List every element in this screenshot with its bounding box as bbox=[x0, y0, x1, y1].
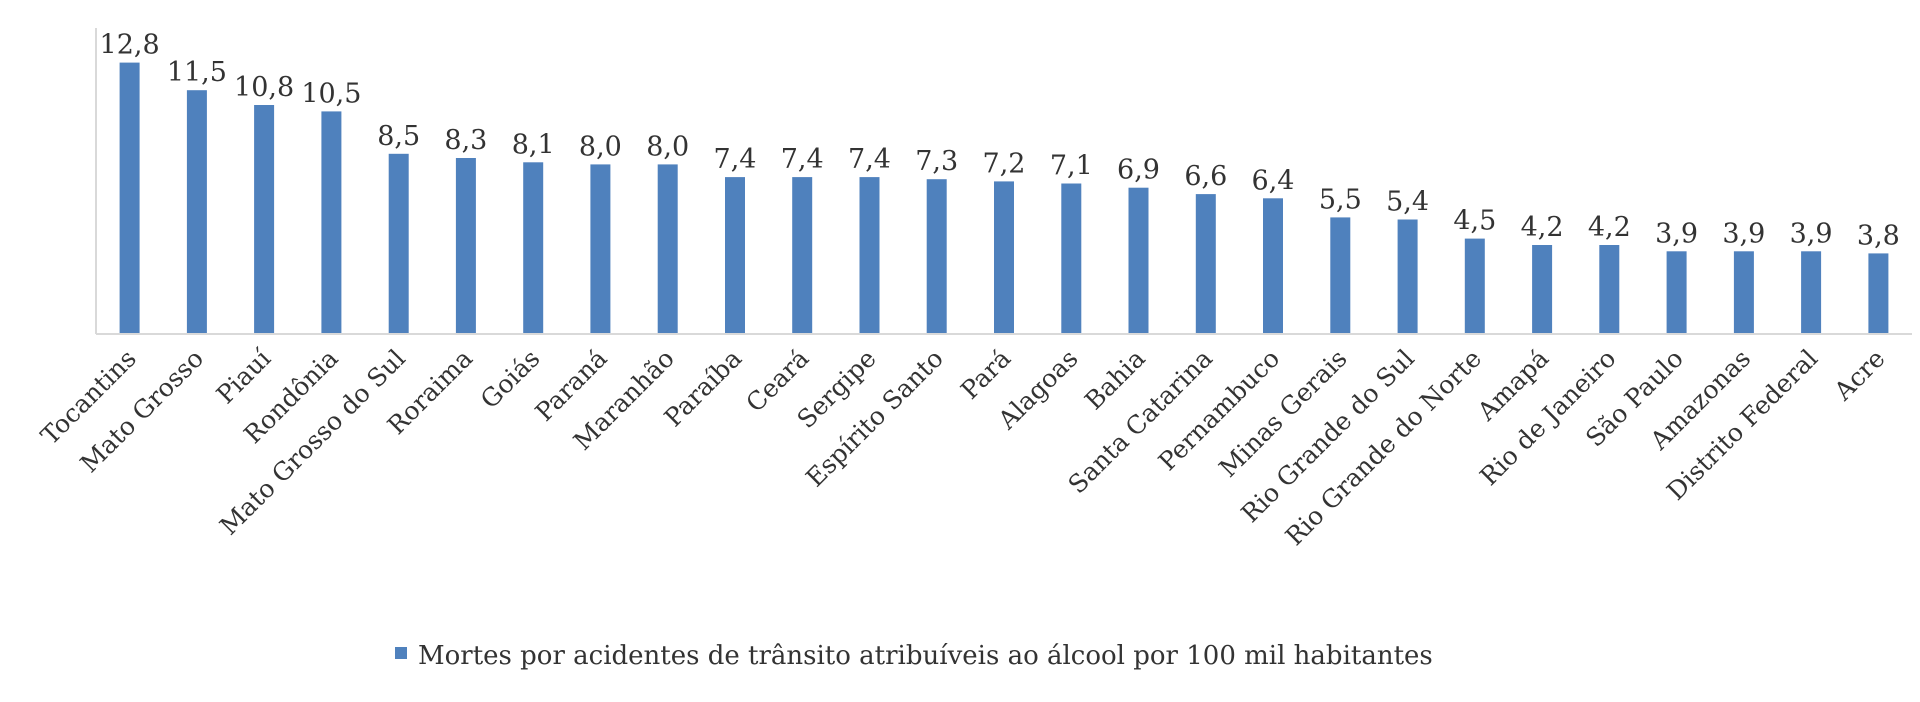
bar-14 bbox=[1061, 183, 1082, 334]
bar-15 bbox=[1128, 187, 1149, 334]
bar-2 bbox=[254, 105, 275, 334]
value-label-10: 7,4 bbox=[781, 144, 824, 175]
category-label-26: Acre bbox=[1828, 344, 1891, 407]
bar-17 bbox=[1263, 198, 1283, 334]
value-label-9: 7,4 bbox=[714, 144, 757, 175]
value-label-1: 11,5 bbox=[167, 57, 227, 88]
value-label-24: 3,9 bbox=[1722, 218, 1765, 249]
value-label-13: 7,2 bbox=[983, 148, 1026, 179]
value-label-15: 6,9 bbox=[1117, 155, 1160, 186]
value-label-0: 12,8 bbox=[100, 30, 160, 61]
legend-swatch bbox=[395, 647, 407, 659]
bar-19 bbox=[1397, 219, 1418, 334]
bar-25 bbox=[1801, 251, 1822, 334]
value-label-20: 4,5 bbox=[1453, 206, 1496, 237]
bar-11 bbox=[859, 177, 880, 334]
bar-21 bbox=[1532, 245, 1553, 334]
value-labels-layer: 12,811,5 10,8 10,5 8,5 8,3 8,1 8,0 8,0 7,4 7,4 7,4… bbox=[100, 30, 1900, 252]
bar-6 bbox=[523, 162, 544, 334]
value-label-23: 3,9 bbox=[1655, 218, 1698, 249]
bar-9 bbox=[725, 177, 745, 334]
value-label-12: 7,3 bbox=[915, 146, 958, 177]
category-label-13: Pará bbox=[955, 344, 1016, 405]
value-label-7: 8,0 bbox=[579, 131, 622, 162]
value-label-14: 7,1 bbox=[1050, 151, 1093, 182]
bar-26 bbox=[1868, 253, 1889, 334]
bar-23 bbox=[1666, 251, 1687, 334]
value-label-2: 10,8 bbox=[234, 72, 294, 103]
value-label-8: 8,0 bbox=[646, 131, 689, 162]
bar-13 bbox=[994, 181, 1014, 334]
value-label-11: 7,4 bbox=[848, 144, 891, 175]
bar-20 bbox=[1464, 238, 1485, 334]
bar-24 bbox=[1733, 251, 1754, 334]
bar-0 bbox=[119, 62, 140, 334]
value-label-22: 4,2 bbox=[1588, 212, 1631, 243]
value-label-25: 3,9 bbox=[1790, 218, 1833, 249]
legend: Mortes por acidentes de trânsito atribuí… bbox=[395, 641, 1433, 671]
bar-1 bbox=[186, 90, 207, 334]
value-label-3: 10,5 bbox=[301, 78, 361, 109]
bar-4 bbox=[388, 153, 409, 334]
value-label-26: 3,8 bbox=[1857, 220, 1900, 251]
value-label-21: 4,2 bbox=[1521, 212, 1564, 243]
bar-7 bbox=[590, 164, 611, 334]
value-label-18: 5,5 bbox=[1319, 184, 1362, 215]
bar-12 bbox=[926, 179, 947, 334]
value-label-16: 6,6 bbox=[1184, 161, 1227, 192]
value-label-17: 6,4 bbox=[1252, 165, 1295, 196]
bar-3 bbox=[321, 111, 342, 335]
bar-5 bbox=[455, 158, 476, 334]
bar-16 bbox=[1195, 194, 1216, 334]
bar-10 bbox=[792, 177, 813, 334]
value-label-5: 8,3 bbox=[444, 125, 487, 156]
bar-8 bbox=[657, 164, 678, 334]
bar-18 bbox=[1330, 217, 1351, 334]
bar-22 bbox=[1599, 245, 1620, 334]
value-label-6: 8,1 bbox=[512, 129, 555, 160]
value-label-19: 5,4 bbox=[1386, 187, 1429, 218]
bars-layer bbox=[119, 62, 1889, 335]
legend-label: Mortes por acidentes de trânsito atribuí… bbox=[418, 641, 1433, 671]
value-label-4: 8,5 bbox=[377, 121, 420, 152]
